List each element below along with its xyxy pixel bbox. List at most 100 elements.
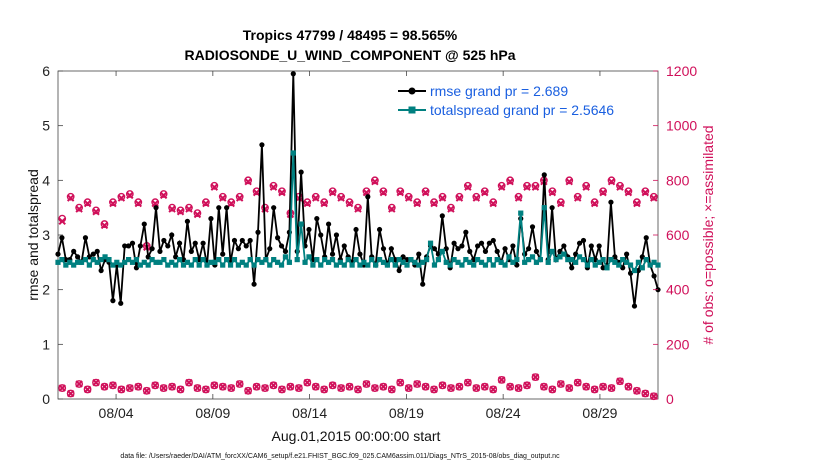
totalspread-point [59,257,65,263]
obs-assimilated-marker [168,205,176,213]
obs-possible-marker [438,381,447,390]
totalspread-point [255,257,261,263]
obs-possible-marker [632,386,641,395]
obs-assimilated-marker [590,199,599,208]
totalspread-point [310,262,316,268]
obs-assimilated-marker [117,194,126,202]
obs-possible-marker [100,220,109,228]
obs-possible-marker [185,203,193,212]
obs-assimilated-marker [388,385,396,394]
obs-possible-marker [142,386,151,395]
totalspread-point [510,259,516,265]
obs-possible-marker [117,385,126,394]
rmse-point [569,265,575,271]
totalspread-point [114,259,120,265]
rmse-point [388,246,394,252]
rmse-point [63,257,69,263]
totalspread-point [655,262,661,268]
totalspread-point [275,259,281,265]
obs-assimilated-marker [523,183,531,191]
totalspread-point [78,259,85,265]
rmse-point [471,257,477,263]
rmse-point [467,248,473,254]
totalspread-point [408,257,414,263]
rmse-point [200,240,206,246]
rmse-point [59,235,65,241]
totalspread-point [486,257,492,263]
obs-assimilated-marker [92,378,100,387]
totalspread-point [584,262,591,268]
totalspread-point [71,262,77,268]
chart-title-line1: Tropics 47799 / 48495 = 98.565% [243,27,458,43]
y-tick-label-right: 400 [666,282,690,298]
obs-possible-marker [447,203,455,212]
obs-possible-marker [278,385,286,394]
obs-possible-marker [455,192,464,201]
obs-assimilated-marker [438,381,447,390]
obs-possible-marker [311,192,320,201]
totalspread-point [161,257,167,263]
rmse-point [439,213,445,219]
totalspread-point [90,257,96,263]
obs-assimilated-marker [278,188,286,197]
totalspread-point [573,259,579,265]
obs-possible-marker [387,385,396,394]
totalspread-point [384,262,391,268]
totalspread-point [447,262,453,268]
totalspread-point [224,257,230,263]
obs-assimilated-marker [159,384,168,392]
obs-possible-marker [514,192,523,201]
obs-possible-marker [531,181,540,190]
totalspread-point [420,259,426,265]
obs-possible-marker [159,190,168,198]
obs-possible-marker [227,198,236,207]
totalspread-point [157,259,163,265]
obs-possible-marker [337,384,345,392]
totalspread-point [455,259,461,265]
obs-possible-marker [624,187,633,196]
rmse-point [416,251,422,257]
obs-assimilated-marker [464,183,472,191]
obs-assimilated-marker [328,188,337,197]
obs-possible-marker [616,181,624,190]
obs-assimilated-marker [396,188,404,197]
totalspread-point [478,259,485,265]
obs-assimilated-marker [430,385,438,394]
rmse-point [235,246,241,252]
obs-possible-marker [480,187,489,196]
rmse-point [443,246,449,252]
rmse-point [592,257,598,263]
obs-possible-marker [227,384,236,392]
totalspread-point [549,248,555,254]
totalspread-point [576,254,583,260]
totalspread-point [376,257,383,263]
rmse-point [55,251,61,257]
obs-possible-marker [252,382,261,391]
totalspread-point [220,262,226,268]
obs-possible-marker [235,192,244,201]
obs-possible-marker [404,384,413,392]
rmse-point [502,246,508,252]
obs-assimilated-marker [531,373,540,381]
totalspread-point [106,257,112,263]
totalspread-point [612,259,618,265]
totalspread-point [525,257,532,263]
obs-assimilated-marker [481,382,489,391]
totalspread-point [55,259,61,265]
totalspread-point [145,262,151,268]
rmse-point [612,254,618,260]
obs-assimilated-marker [109,199,117,208]
totalspread-point [439,248,445,254]
obs-possible-marker [590,198,599,207]
rmse-point [259,142,265,148]
obs-assimilated-marker [447,384,455,392]
obs-assimilated-marker [320,385,328,394]
obs-assimilated-marker [650,194,658,202]
rmse-point [514,262,520,268]
rmse-point [86,254,92,260]
totalspread-point [322,257,328,263]
obs-possible-marker [201,198,210,207]
obs-possible-marker [303,198,312,207]
obs-assimilated-marker [531,183,540,191]
plot-area [57,70,659,400]
